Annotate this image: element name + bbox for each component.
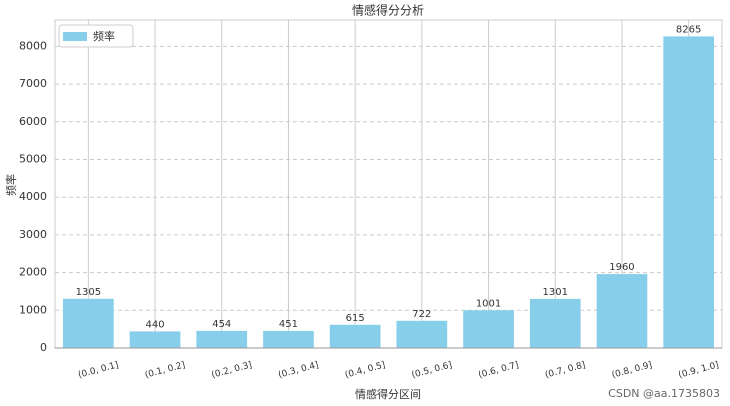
watermark: CSDN @aa.1735803 [608, 387, 720, 400]
x-axis-label: 情感得分区间 [355, 388, 421, 401]
bar [329, 324, 381, 348]
bar [263, 330, 314, 348]
y-tick-label: 8000 [19, 39, 47, 52]
bar [663, 36, 714, 349]
x-tick-label: (0.6, 0.7] [477, 360, 520, 380]
data-label: 615 [346, 313, 365, 324]
bar [63, 298, 114, 348]
x-tick-label: (0.1, 0.2] [144, 360, 187, 380]
data-label: 8265 [676, 24, 701, 35]
legend-swatch [63, 32, 87, 41]
x-tick-label: (0.2, 0.3] [211, 360, 254, 380]
bar [529, 298, 581, 348]
x-tick-label: (0.5, 0.6] [411, 360, 454, 380]
data-label: 451 [279, 319, 298, 330]
data-label: 1305 [76, 287, 101, 298]
data-label: 1001 [476, 298, 501, 309]
y-tick-label: 7000 [19, 77, 47, 90]
data-label: 1960 [609, 262, 634, 273]
bar [596, 274, 648, 348]
data-label: 722 [412, 309, 431, 320]
bar [396, 320, 448, 348]
y-tick-label: 3000 [19, 228, 47, 241]
y-tick-label: 5000 [19, 152, 47, 165]
y-tick-label: 0 [40, 341, 47, 354]
y-tick-label: 2000 [19, 266, 47, 279]
y-tick-label: 4000 [19, 190, 47, 203]
y-tick-label: 1000 [19, 303, 47, 316]
x-tick-label: (0.8, 0.9] [611, 360, 654, 380]
y-tick-label: 6000 [19, 115, 47, 128]
x-tick-label: (0.9, 1.0] [678, 360, 721, 380]
legend-box [58, 24, 134, 48]
chart-title: 情感得分分析 [352, 3, 424, 18]
data-label: 454 [212, 319, 231, 330]
x-tick-label: (0.7, 0.8] [544, 360, 587, 380]
data-label: 1301 [543, 287, 568, 298]
x-tick-label: (0.0, 0.1] [77, 360, 120, 380]
x-tick-label: (0.3, 0.4] [277, 360, 320, 380]
legend-label: 频率 [93, 29, 115, 43]
data-label: 440 [146, 319, 165, 330]
x-tick-label: (0.4, 0.5] [344, 360, 387, 380]
bar [129, 331, 181, 348]
y-axis-label: 频率 [4, 174, 18, 196]
bar [196, 330, 248, 348]
bar [463, 310, 514, 348]
